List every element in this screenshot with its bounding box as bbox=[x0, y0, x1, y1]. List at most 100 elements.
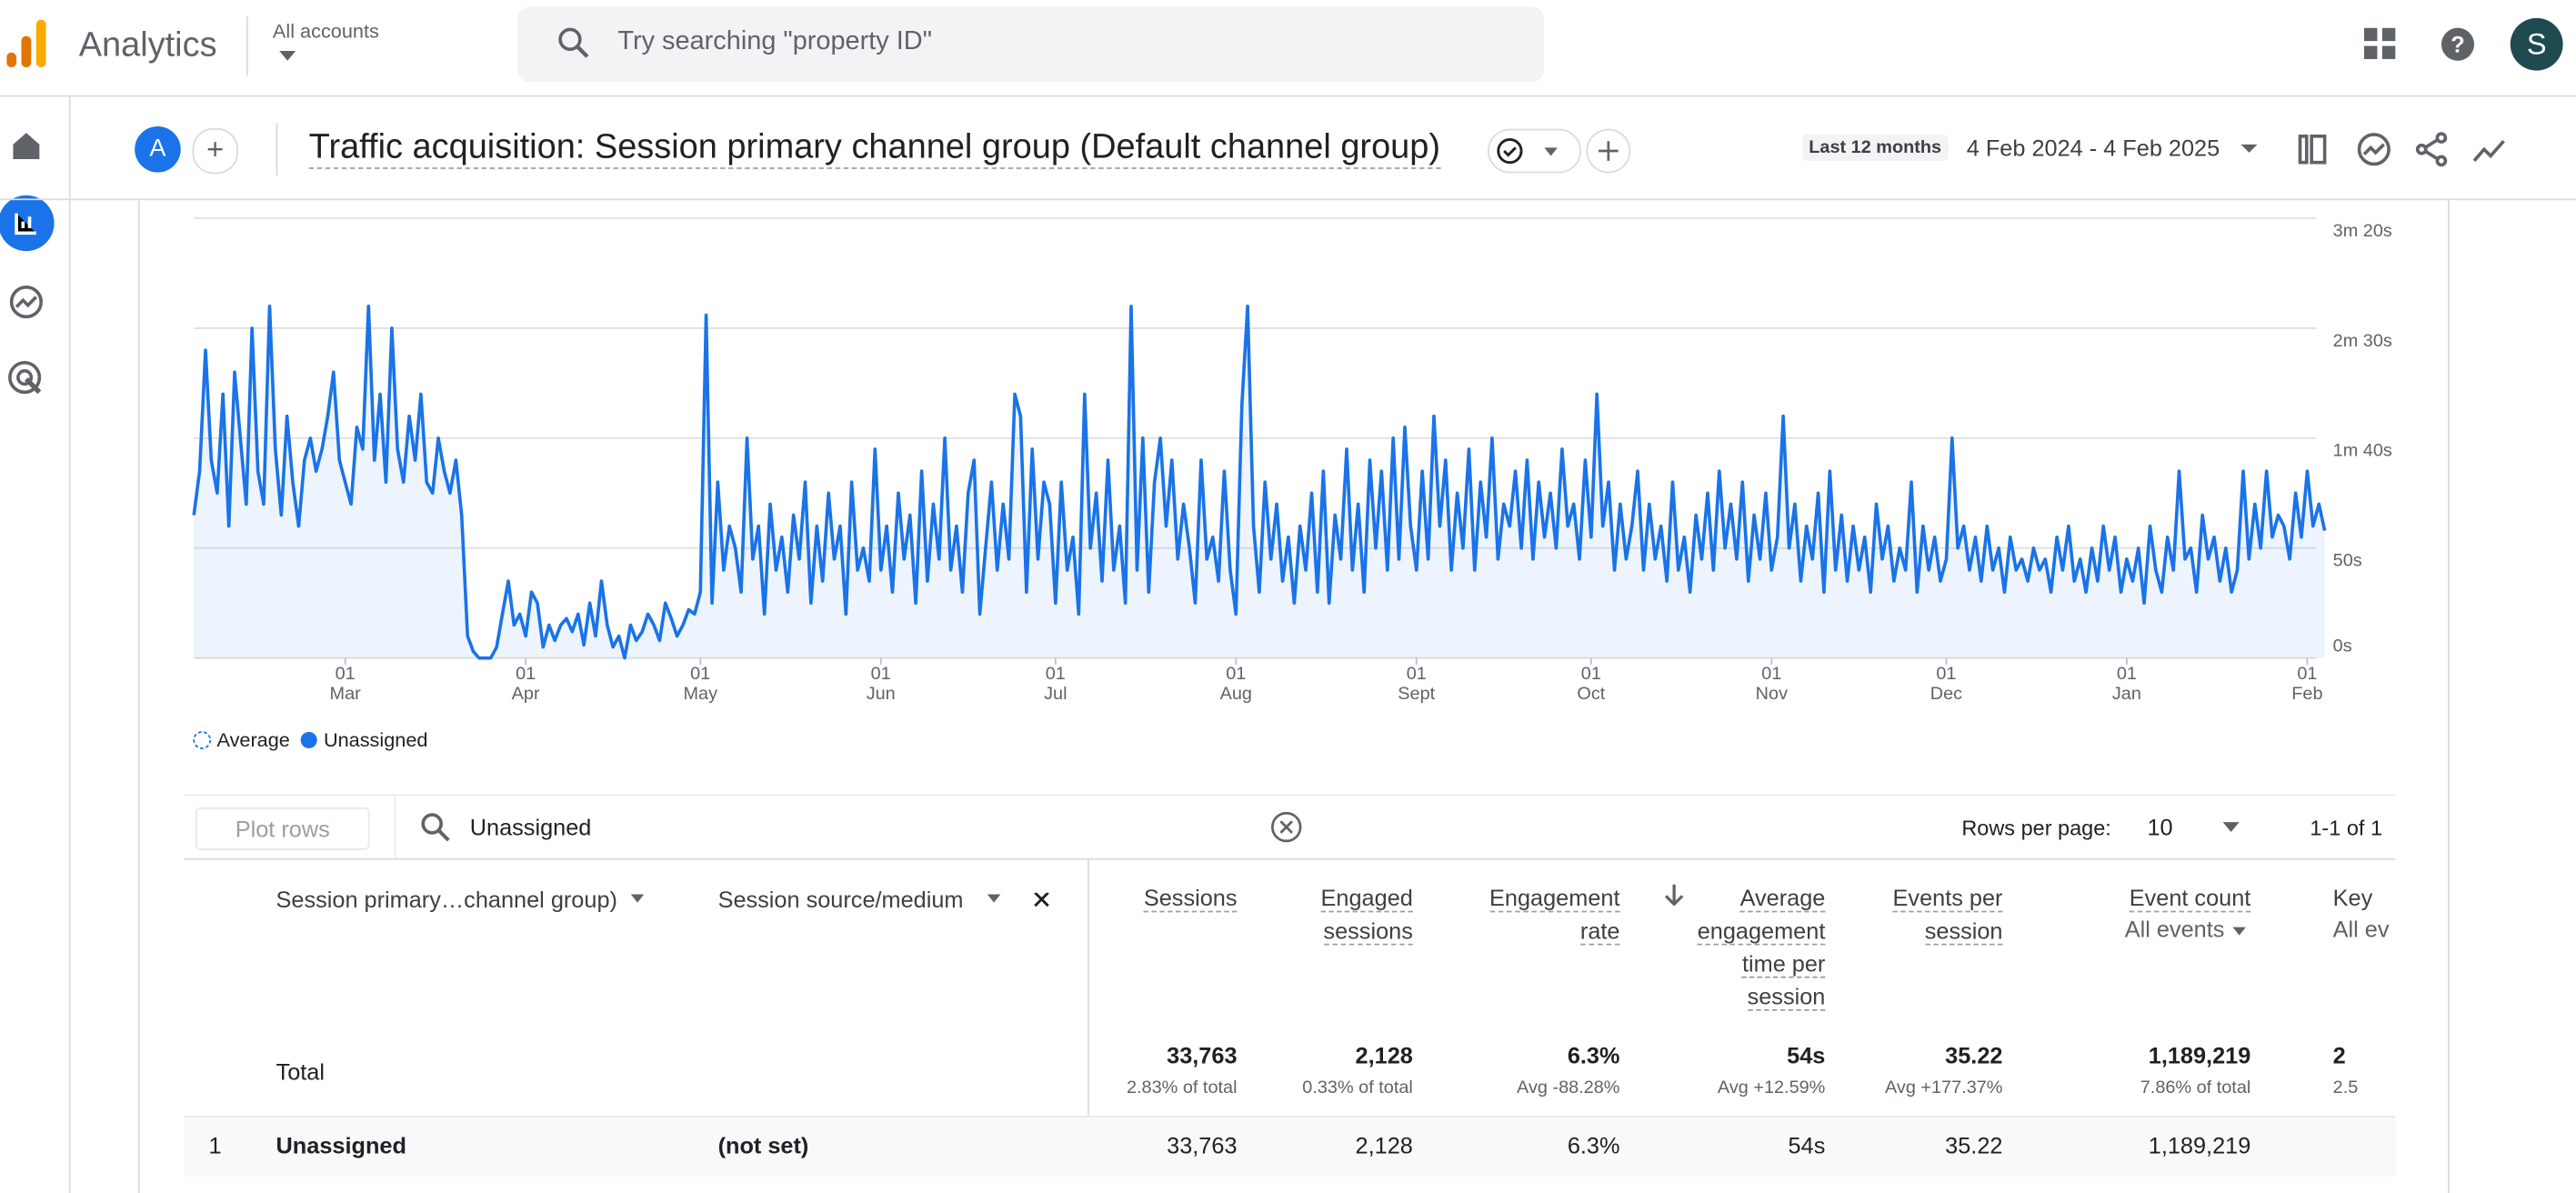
column-title[interactable]: Events per session bbox=[1892, 884, 2003, 946]
row-value: 2,128 bbox=[1355, 1132, 1413, 1159]
legend-label: Average bbox=[216, 728, 290, 752]
x-tick-label: 01 Jan bbox=[2111, 664, 2141, 705]
legend-label: Unassigned bbox=[323, 728, 428, 752]
search-box[interactable] bbox=[517, 6, 1545, 83]
sort-arrow[interactable] bbox=[1662, 883, 1685, 909]
apps-icon[interactable] bbox=[2363, 27, 2397, 61]
total-label: Total bbox=[276, 1058, 325, 1085]
column-header: Engaged sessions bbox=[1265, 881, 1413, 947]
search-icon bbox=[421, 813, 450, 842]
divider bbox=[394, 796, 396, 858]
dimension-actions[interactable] bbox=[986, 892, 1051, 909]
line bbox=[192, 304, 2327, 660]
legend-swatch-average bbox=[193, 730, 212, 749]
total-sub: 2.83% of total bbox=[1126, 1078, 1238, 1098]
divider bbox=[1088, 859, 1089, 1176]
total-sub-clip: 2.5 bbox=[2333, 1078, 2396, 1111]
clear-search[interactable] bbox=[1270, 811, 1303, 844]
x-tick-label: 01 Oct bbox=[1577, 664, 1606, 705]
table-search[interactable]: Unassigned bbox=[469, 814, 592, 841]
search-placeholder: Try searching "property ID" bbox=[617, 27, 932, 56]
column-header: Events per session bbox=[1855, 881, 2003, 947]
total-sub: 0.33% of total bbox=[1302, 1078, 1413, 1098]
rows-per-page[interactable]: 10 bbox=[2147, 814, 2173, 841]
account-picker[interactable]: All accounts bbox=[272, 19, 379, 43]
legend-swatch bbox=[300, 731, 317, 748]
total-value: 33,763 bbox=[1167, 1041, 1238, 1068]
divider bbox=[246, 16, 248, 76]
app-name[interactable]: Analytics bbox=[78, 25, 217, 65]
report-actions[interactable] bbox=[1487, 128, 1635, 175]
header-divider bbox=[0, 198, 2576, 201]
search-icon bbox=[558, 27, 589, 58]
y-tick-label: 2m 30s bbox=[2333, 331, 2392, 351]
column-header: Engagement rate bbox=[1456, 881, 1620, 947]
divider bbox=[184, 794, 2396, 797]
add-comparison[interactable]: + bbox=[192, 127, 238, 175]
total-sub: Avg -88.28% bbox=[1517, 1078, 1620, 1098]
y-tick-label: 1m 40s bbox=[2333, 441, 2392, 461]
total-value: 2,128 bbox=[1355, 1041, 1413, 1068]
row-value: 6.3% bbox=[1567, 1132, 1620, 1159]
x-tick-label: 01 Sept bbox=[1398, 664, 1436, 705]
x-tick-label: 01 May bbox=[683, 664, 718, 705]
row-value: 1,189,219 bbox=[2148, 1132, 2251, 1159]
dimension-header[interactable]: Session primary…channel group) bbox=[276, 886, 617, 913]
column-title[interactable]: Sessions bbox=[1143, 884, 1238, 913]
column-header: Event count bbox=[2070, 881, 2251, 914]
x-tick-label: 01 Jul bbox=[1044, 664, 1067, 705]
row-value: 33,763 bbox=[1167, 1132, 1238, 1159]
top-bar bbox=[0, 0, 2576, 97]
dimension-header[interactable]: Session source/medium bbox=[717, 886, 964, 913]
avatar[interactable]: S bbox=[2510, 17, 2563, 71]
svg-text:?: ? bbox=[2451, 33, 2464, 58]
column-title[interactable]: Engagement rate bbox=[1489, 884, 1620, 946]
total-value: 1,189,219 bbox=[2148, 1041, 2251, 1068]
plot-rows-button[interactable]: Plot rows bbox=[195, 807, 370, 850]
total-sub: Avg +177.37% bbox=[1884, 1078, 2003, 1098]
y-tick-label: 50s bbox=[2333, 551, 2362, 571]
x-tick-label: 01 Dec bbox=[1929, 664, 1963, 705]
x-tick-label: 01 Aug bbox=[1219, 664, 1252, 705]
total-sub: 2.5 bbox=[2332, 1078, 2359, 1098]
area bbox=[194, 306, 2325, 658]
total-sub: 7.86% of total bbox=[2140, 1078, 2251, 1098]
y-tick-label: 0s bbox=[2333, 636, 2352, 656]
caret bbox=[279, 50, 296, 61]
column-subheader: All ev bbox=[2332, 916, 2390, 942]
caret bbox=[2232, 927, 2246, 936]
x-tick-label: 01 Feb bbox=[2291, 664, 2323, 705]
total-value: 6.3% bbox=[1567, 1041, 1620, 1068]
legend: Unassigned bbox=[300, 728, 428, 752]
report-title: Traffic acquisition: Session primary cha… bbox=[308, 128, 1441, 169]
comparison-badge[interactable]: A bbox=[135, 125, 181, 173]
caret bbox=[630, 894, 645, 903]
x-tick-label: 01 Apr bbox=[511, 664, 540, 705]
help-icon[interactable]: ? bbox=[2440, 26, 2476, 63]
column-title[interactable]: Average engagement time per session bbox=[1697, 884, 1826, 1011]
column-title[interactable]: Event count bbox=[2129, 884, 2251, 913]
toolbar[interactable] bbox=[2238, 128, 2517, 171]
row-index: 1 bbox=[208, 1132, 222, 1159]
pagination: 1-1 of 1 bbox=[2310, 815, 2383, 841]
total-value: 54s bbox=[1787, 1041, 1826, 1068]
total-value-clip: 2 bbox=[2333, 1042, 2396, 1075]
caret bbox=[2222, 822, 2240, 832]
row-value: 54s bbox=[1788, 1132, 1826, 1159]
chart: 0s 50s 1m 40s 2m 30s 3m 20s bbox=[192, 217, 2392, 665]
x-tick-label: 01 Mar bbox=[329, 664, 361, 705]
y-tick-label: 3m 20s bbox=[2333, 221, 2392, 241]
left-nav[interactable] bbox=[0, 123, 65, 418]
card bbox=[137, 200, 2450, 1193]
total-sub: Avg +12.59% bbox=[1717, 1078, 1826, 1098]
divider bbox=[184, 857, 2396, 860]
row-value: 35.22 bbox=[1945, 1132, 2003, 1159]
x-tick-label: 01 Nov bbox=[1755, 664, 1789, 705]
x-tick-label: 01 Jun bbox=[866, 664, 896, 705]
total-value: 2 bbox=[2332, 1041, 2346, 1068]
divider bbox=[276, 123, 278, 176]
date-range[interactable]: 4 Feb 2024 - 4 Feb 2025 bbox=[1966, 134, 2220, 161]
column-title[interactable]: Engaged sessions bbox=[1320, 884, 1413, 946]
